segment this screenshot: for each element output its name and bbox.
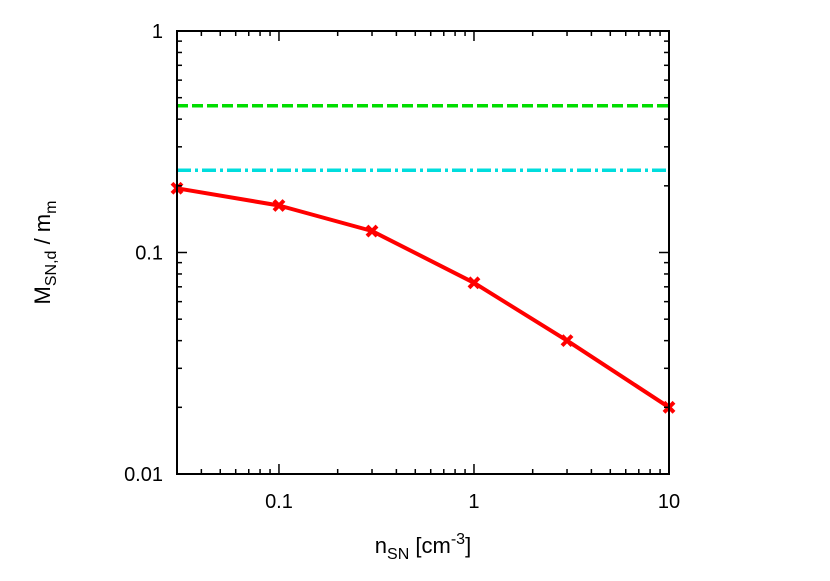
y-axis-label: MSN,d / mm [30,201,60,305]
series-layer [170,103,676,414]
axis-label-part: SN,d [43,251,60,287]
axis-label-part: / m [30,214,55,251]
axis-label-part: m [43,201,60,214]
point-stroke [560,334,574,348]
tick-layer: 0.1 1 10 0.01 0.1 1 [124,21,680,513]
x-axis-label: nSN [cm-3] [375,531,471,563]
plot-frame [176,30,670,475]
y-tick-label: 0.1 [135,243,163,265]
axis-label-part: [cm [409,533,451,558]
axis-label-part: SN [387,546,409,563]
x-tick-label: 0.1 [265,491,293,513]
y-tick-label: 0.01 [124,464,163,486]
series-1-line [176,186,671,409]
x-tick-label: 10 [658,491,680,513]
axis-label-part: n [375,533,387,558]
axis-label-part: ] [465,533,471,558]
axis-label-part: M [30,286,55,304]
x-tick-label: 1 [468,491,479,513]
series-1-point [272,199,286,212]
series-1-point [560,334,574,348]
point-stroke [272,199,286,212]
point-stroke [467,276,481,290]
point-stroke [365,224,379,238]
axis-label-part: -3 [451,531,465,548]
series-1-point [467,276,481,290]
y-tick-label: 1 [152,21,163,43]
series-1-point [365,224,379,238]
